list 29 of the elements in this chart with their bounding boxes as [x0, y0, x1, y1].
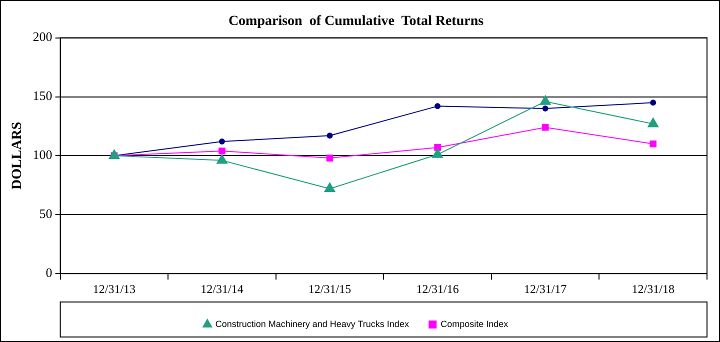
point: [218, 148, 226, 154]
point: [434, 103, 441, 110]
y-tick-label: 0: [46, 265, 52, 280]
point: [650, 140, 657, 148]
y-tick-label: 150: [32, 88, 52, 104]
point: [216, 154, 228, 164]
point: [648, 118, 659, 128]
x-tick-label: 12/31/17: [524, 282, 567, 296]
y-tick-label: 100: [32, 147, 52, 162]
y-axis-title: DOLLARS: [10, 122, 26, 190]
point: [108, 150, 120, 160]
x-tick-label: 12/31/15: [308, 282, 352, 296]
point: [218, 138, 225, 145]
x-tick-label: 12/31/16: [416, 282, 459, 296]
point: [324, 182, 336, 192]
x-tick-label: 12/31/18: [632, 282, 674, 296]
point: [542, 106, 548, 112]
x-tick-label: 12/31/13: [92, 282, 136, 296]
x-tick-label: 12/31/14: [200, 282, 244, 296]
point: [326, 132, 333, 139]
point: [650, 100, 656, 106]
y-tick-label: 50: [39, 206, 52, 222]
chart-title: Comparison of Cumulative Total Returns: [228, 14, 484, 30]
legend-label: Construction Machinery and Heavy Trucks Index: [215, 318, 410, 329]
point: [432, 148, 443, 158]
legend-label: Composite Index: [440, 318, 509, 329]
point: [326, 154, 334, 162]
point: [542, 124, 549, 131]
y-tick-label: 200: [32, 29, 52, 44]
